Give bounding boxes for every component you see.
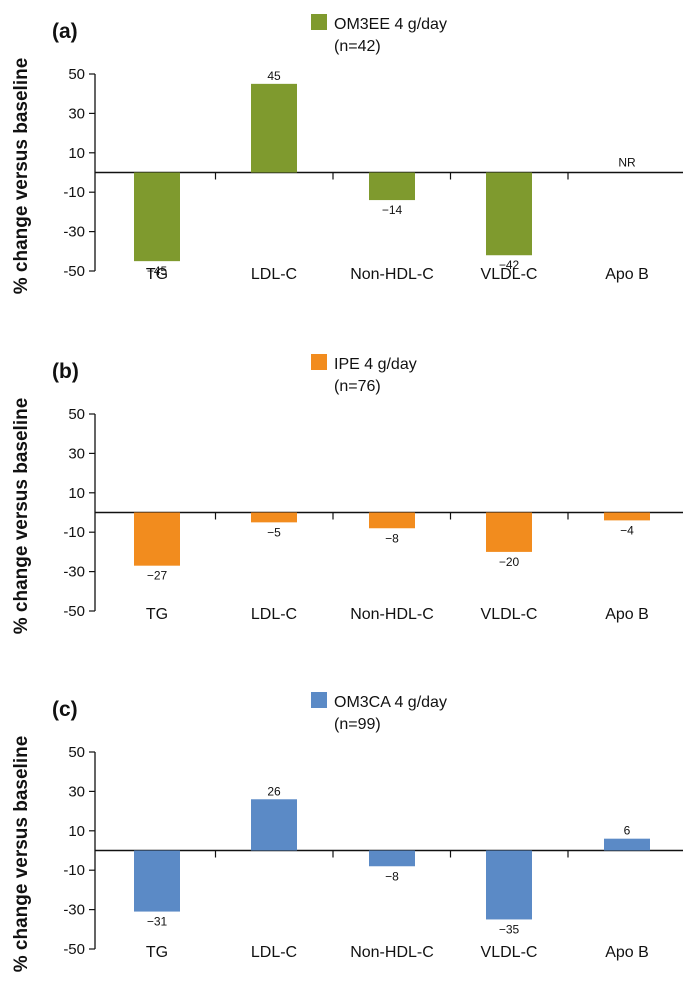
data-label: 26 [267,784,281,798]
y-tick-label: -50 [63,941,85,958]
data-label: −45 [147,264,168,278]
data-label: −35 [499,922,520,936]
data-label: −31 [147,915,168,929]
category-label: Apo B [605,266,649,283]
bar [134,512,180,566]
data-label: −8 [385,531,399,545]
panel-label: (a) [52,20,78,43]
bar [251,83,297,173]
y-tick-label: 50 [68,66,85,83]
y-axis-label: % change versus baseline [11,398,32,635]
category-label: TG [146,944,168,961]
category-label: Non-HDL-C [350,266,434,283]
y-axis-label: % change versus baseline [11,58,32,295]
data-label: −20 [499,555,520,569]
data-label: −27 [147,569,168,583]
data-label: −4 [620,523,634,537]
y-tick-label: -10 [63,184,85,201]
legend-n: (n=99) [334,716,381,733]
y-tick-label: -30 [63,564,85,581]
bar [486,850,532,920]
category-label: TG [146,606,168,623]
legend-swatch [311,14,327,30]
category-label: VLDL-C [481,944,538,961]
legend-n: (n=76) [334,378,381,395]
category-label: Non-HDL-C [350,606,434,623]
data-label: −14 [382,203,403,217]
bar [369,172,415,201]
category-label: VLDL-C [481,266,538,283]
y-tick-label: -30 [63,902,85,919]
bar [486,512,532,552]
bar [134,850,180,912]
y-tick-label: -10 [63,862,85,879]
legend-label: IPE 4 g/day [334,356,417,373]
bar [251,799,297,851]
category-label: Non-HDL-C [350,944,434,961]
category-label: LDL-C [251,606,297,623]
bar [604,838,650,851]
panel-label: (c) [52,698,78,721]
y-tick-label: 30 [68,445,85,462]
y-tick-label: -50 [63,263,85,280]
bar [369,850,415,867]
y-tick-label: 30 [68,105,85,122]
data-label: −5 [267,525,281,539]
category-label: LDL-C [251,266,297,283]
data-label: −8 [385,869,399,883]
bar [369,512,415,529]
y-tick-label: 50 [68,406,85,423]
category-label: Apo B [605,606,649,623]
bar [134,172,180,262]
category-label: VLDL-C [481,606,538,623]
y-axis-label: % change versus baseline [11,736,32,973]
legend-n: (n=42) [334,38,381,55]
y-tick-label: 50 [68,744,85,761]
y-tick-label: -30 [63,224,85,241]
legend-label: OM3EE 4 g/day [334,16,447,33]
panel-label: (b) [52,360,79,383]
y-tick-label: 10 [68,485,85,502]
bar [486,172,532,256]
legend-label: OM3CA 4 g/day [334,694,447,711]
y-tick-label: -10 [63,524,85,541]
category-label: LDL-C [251,944,297,961]
category-label: Apo B [605,944,649,961]
legend-swatch [311,354,327,370]
y-tick-label: 10 [68,145,85,162]
bar [251,512,297,523]
bar [604,512,650,521]
data-label: NR [618,156,636,170]
legend-swatch [311,692,327,708]
data-label: −42 [499,258,520,272]
y-tick-label: -50 [63,603,85,620]
y-tick-label: 10 [68,823,85,840]
y-tick-label: 30 [68,783,85,800]
data-label: 45 [267,69,281,83]
category-label: TG [146,266,168,283]
data-label: 6 [624,824,631,838]
